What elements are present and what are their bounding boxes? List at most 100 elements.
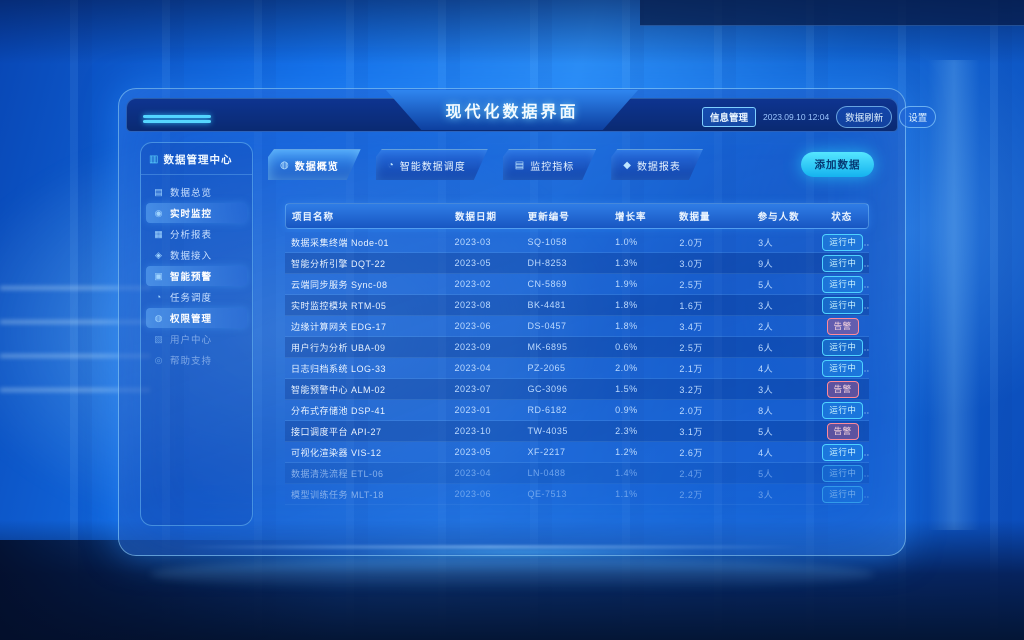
cell-volume: 2.4万 [679,468,703,479]
cell-team: 5人 [758,279,774,290]
cell-date: 2023-09 [454,342,492,352]
cell-date: 2023-01 [454,405,492,415]
settings-button[interactable]: 设置 [899,106,937,128]
sidebar-item[interactable]: ▦ 分析报表 [146,224,247,244]
cell-status: 运行中 [816,275,869,293]
cell-rate: 1.8% [615,300,638,310]
cell-status: 运行中 [816,296,869,314]
table-row[interactable]: 云端同步服务 Sync-08 2023-02 CN-5869 1.9% 2.5万… [285,274,869,295]
cell-status: 运行中 [816,233,869,251]
sidebar-item-icon: ◔ [155,292,162,302]
cell-rate: 1.0% [615,237,638,247]
table-row[interactable]: 数据采集终端 Node-01 2023-03 SQ-1058 1.0% 2.0万… [285,232,869,253]
cell-volume: 2.0万 [679,405,703,416]
cell-project-name: 日志归档系统 LOG-33 [291,363,387,374]
status-badge: 运行中 [822,359,864,377]
cell-status: 告警 [816,317,869,335]
refresh-button[interactable]: 数据刷新 [836,106,893,128]
status-badge: 运行中 [822,443,864,461]
cell-date: 2023-04 [454,363,492,373]
status-badge: 运行中 [822,233,864,251]
bg-floor-dark-left [0,540,340,640]
sidebar-item[interactable]: ◍ 权限管理 [146,308,247,328]
page-title: 现代化数据界面 [445,104,579,121]
status-badge: 运行中 [822,464,864,482]
cell-volume: 2.2万 [679,489,703,500]
cell-code: GC-3096 [527,384,568,394]
sidebar-item[interactable]: ▣ 智能预警 [146,266,247,286]
table-row[interactable]: 边缘计算网关 EDG-17 2023-06 DS-0457 1.8% 3.4万 … [285,316,869,337]
table-row[interactable]: 智能预警中心 ALM-02 2023-07 GC-3096 1.5% 3.2万 … [285,379,869,400]
tab[interactable]: ◍ 数据概览 [268,149,361,180]
cell-volume: 2.1万 [679,363,703,374]
tab[interactable]: ▤ 监控指标 [503,149,596,180]
tab-label: 数据报表 [636,161,681,173]
cell-code: CN-5869 [527,279,568,289]
sidebar-item-icon: ▧ [154,333,163,344]
sidebar-item-label: 实时监控 [170,209,213,220]
cell-rate: 1.2% [615,447,638,457]
table-row[interactable]: 日志归档系统 LOG-33 2023-04 PZ-2065 2.0% 2.1万 … [285,358,869,379]
datetime-text: 2023.09.10 12:04 [763,112,830,122]
sidebar-item[interactable]: ◈ 数据接入 [146,245,247,265]
cell-team: 4人 [758,363,774,374]
cell-project-name: 云端同步服务 Sync-08 [291,279,388,290]
tab[interactable]: ◆ 数据报表 [611,149,703,180]
cell-date: 2023-05 [454,447,492,457]
cell-status: 告警 [816,422,869,440]
cell-team: 9人 [758,258,774,269]
table-row[interactable]: 智能分析引擎 DQT-22 2023-05 DH-8253 1.3% 3.0万 … [285,253,869,274]
cell-rate: 0.9% [615,405,638,415]
sidebar-item-label: 用户中心 [170,335,213,346]
cell-team: 3人 [758,300,774,311]
add-data-button[interactable]: 添加数据 [801,152,874,177]
sidebar-item-label: 权限管理 [170,314,213,325]
cell-code: QE-7513 [527,489,568,499]
table-row[interactable]: 实时监控模块 RTM-05 2023-08 BK-4481 1.8% 1.6万 … [285,295,869,316]
table-row[interactable]: 数据清洗流程 ETL-06 2023-04 LN-0488 1.4% 2.4万 … [285,463,869,484]
column-header: 数据量 [679,212,711,223]
cell-code: TW-4035 [527,426,568,436]
sidebar-item[interactable]: ◔ 任务调度 [146,287,247,307]
sidebar-item[interactable]: ▤ 数据总览 [146,182,247,202]
cell-volume: 3.4万 [679,321,703,332]
cell-team: 8人 [758,405,774,416]
cell-project-name: 可视化渲染器 VIS-12 [291,447,382,458]
sidebar-item[interactable]: ◉ 实时监控 [146,203,247,223]
table-row[interactable]: 可视化渲染器 VIS-12 2023-05 XF-2217 1.2% 2.6万 … [285,442,869,463]
tab[interactable]: ◔ 智能数据调度 [376,149,488,180]
table-row[interactable]: 接口调度平台 API-27 2023-10 TW-4035 2.3% 3.1万 … [285,421,869,442]
sidebar-item[interactable]: ◎ 帮助支持 [146,350,247,370]
table-row[interactable]: 分布式存储池 DSP-41 2023-01 RD-6182 0.9% 2.0万 … [285,400,869,421]
cell-code: LN-0488 [527,468,566,478]
tab-icon: ◔ [387,159,394,171]
cell-rate: 1.3% [615,258,638,268]
tab-bar: ◍ 数据概览 ◔ 智能数据调度 ▤ 监控指标 ◆ 数据报表 [268,149,703,180]
cell-date: 2023-02 [454,279,492,289]
table-row[interactable]: 用户行为分析 UBA-09 2023-09 MK-6895 0.6% 2.5万 … [285,337,869,358]
tab-label: 智能数据调度 [399,161,466,173]
table-body: 数据采集终端 Node-01 2023-03 SQ-1058 1.0% 2.0万… [285,232,869,505]
cell-team: 5人 [758,426,774,437]
sidebar: ▥ 数据管理中心 ▤ 数据总览 ◉ 实时监控 ▦ 分析报表 [140,142,253,526]
table-row[interactable]: 模型训练任务 MLT-18 2023-06 QE-7513 1.1% 2.2万 … [285,484,869,505]
sidebar-header: ▥ 数据管理中心 [141,143,252,175]
cell-rate: 1.9% [615,279,638,289]
cell-code: RD-6182 [527,405,568,415]
column-header: 项目名称 [292,212,335,223]
cell-project-name: 数据采集终端 Node-01 [291,237,390,248]
cell-volume: 2.5万 [679,342,703,353]
cell-volume: 3.1万 [679,426,703,437]
cell-project-name: 数据清洗流程 ETL-06 [291,468,384,479]
column-header: 状态 [831,212,853,223]
table-header-row: 项目名称 数据日期 更新编号 增长率 数据量 参与人数 状态 [285,203,869,229]
cell-rate: 1.4% [615,468,638,478]
cell-status: 运行中 [816,443,869,461]
cell-code: SQ-1058 [527,237,568,247]
bg-right-light-band [928,60,980,530]
header-left-decoration [143,115,211,125]
column-header: 增长率 [615,212,647,223]
header-right-cluster: 信息管理 2023.09.10 12:04 数据刷新 设置 [702,106,937,128]
cell-status: 运行中 [816,464,869,482]
sidebar-item[interactable]: ▧ 用户中心 [146,329,247,349]
